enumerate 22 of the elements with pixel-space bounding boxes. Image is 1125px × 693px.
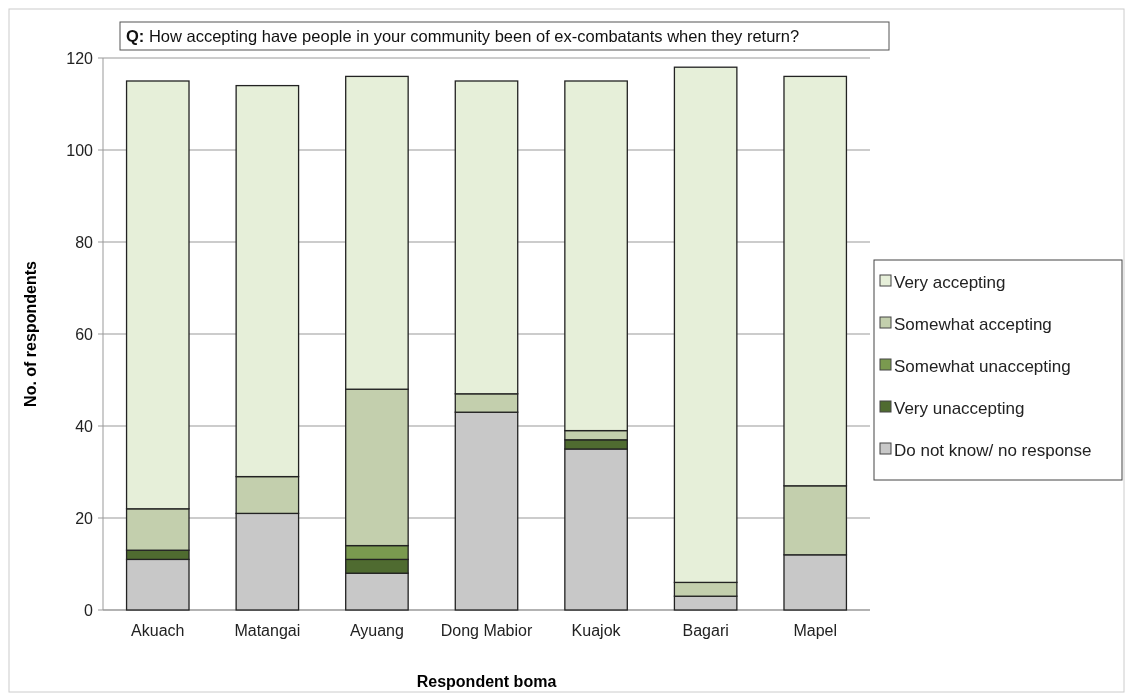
- x-tick-label: Dong Mabior: [440, 622, 533, 639]
- legend-label: Somewhat unaccepting: [894, 356, 1071, 376]
- y-tick-label: 100: [66, 141, 94, 159]
- y-tick-label: 120: [66, 49, 94, 67]
- y-tick-label: 40: [75, 417, 94, 435]
- x-tick-label: Matangai: [234, 622, 301, 639]
- y-tick-label: 60: [75, 325, 94, 343]
- x-tick-label: Mapel: [793, 622, 837, 639]
- x-axis-title: Respondent boma: [416, 673, 557, 690]
- x-tick-label: Kuajok: [571, 622, 622, 639]
- y-tick-label: 0: [84, 601, 94, 619]
- legend-label: Do not know/ no response: [894, 440, 1092, 460]
- legend-label: Very accepting: [894, 272, 1006, 292]
- chart-title: Q: How accepting have people in your community been of ex-combatants when they return?: [126, 27, 800, 45]
- y-tick-label: 80: [75, 233, 94, 251]
- y-tick-label: 20: [75, 509, 94, 527]
- y-axis-title: No. of respondents: [22, 261, 39, 407]
- legend-label: Very unaccepting: [894, 398, 1025, 418]
- x-tick-label: Bagari: [682, 622, 729, 639]
- x-tick-label: Ayuang: [349, 622, 404, 639]
- legend-label: Somewhat accepting: [894, 314, 1052, 334]
- x-tick-label: Akuach: [131, 622, 185, 639]
